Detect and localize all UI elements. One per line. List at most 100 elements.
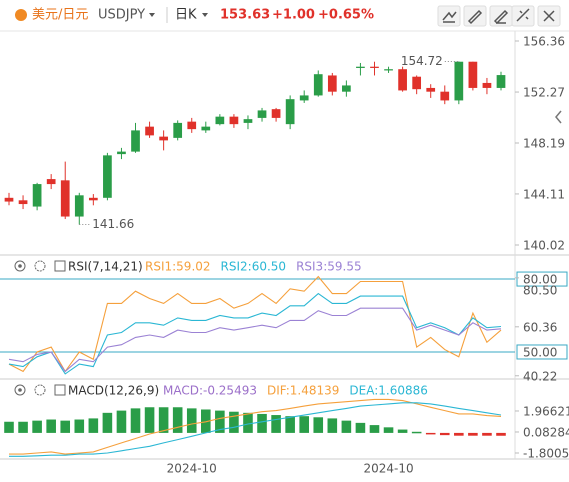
macd-bar xyxy=(116,410,127,433)
eye-icon[interactable] xyxy=(14,384,26,396)
instrument-name[interactable]: 美元/日元 xyxy=(32,8,88,23)
candle-body xyxy=(370,66,379,68)
indicator-line xyxy=(9,398,502,455)
macd-bar xyxy=(201,409,211,433)
candle-body xyxy=(4,197,14,202)
macd-bar xyxy=(411,431,422,434)
tool-button[interactable] xyxy=(437,5,461,27)
macd-legend: MACD(12,26,9) xyxy=(14,384,159,398)
candle-body xyxy=(426,87,436,92)
candle-body xyxy=(159,136,168,141)
indicator-icon xyxy=(54,384,66,396)
macd-bar xyxy=(496,432,506,436)
macd-bar xyxy=(74,419,85,433)
eye-icon[interactable] xyxy=(14,260,26,272)
y-tick-label: 40.22 xyxy=(523,369,557,383)
macd-bar xyxy=(229,411,239,433)
macd-bar xyxy=(439,432,450,436)
y-tick-label: 140.02 xyxy=(523,239,565,253)
macd-bar xyxy=(130,408,141,433)
period[interactable]: 日K xyxy=(175,8,197,23)
eye-icon[interactable] xyxy=(18,388,22,392)
y-tick-label: 156.36 xyxy=(523,34,565,48)
y-tick-label: 0.08284 xyxy=(523,425,569,439)
candle-body xyxy=(131,130,140,152)
macd-bar xyxy=(369,425,380,433)
macd-bar xyxy=(271,415,281,433)
candle-body xyxy=(440,91,450,101)
macd-bar xyxy=(355,422,366,433)
macd-bar xyxy=(482,432,492,436)
macd-bar xyxy=(257,413,267,433)
macd-bar xyxy=(172,407,183,433)
macd-bar xyxy=(46,419,56,433)
settings-icon[interactable] xyxy=(34,260,46,272)
candle-body xyxy=(74,195,84,217)
icon xyxy=(543,10,555,22)
reference-label-box xyxy=(516,271,568,287)
macd-bar xyxy=(215,410,225,433)
rsi-title: RSI(7,14,21) xyxy=(68,260,143,274)
legend-entry: DEA:1.60886 xyxy=(349,384,428,398)
macd-bar xyxy=(144,407,155,433)
candle-body xyxy=(243,119,253,123)
macd-bar xyxy=(88,418,99,433)
dropdown-arrow[interactable] xyxy=(149,13,155,17)
x-tick-label: 2024-10 xyxy=(167,462,217,476)
dropdown-arrow[interactable] xyxy=(202,13,208,17)
legend-entry: DIF:1.48139 xyxy=(267,384,339,398)
legend-entry: MACD:-0.25493 xyxy=(163,384,257,398)
icon xyxy=(442,11,457,23)
candle-body xyxy=(187,121,197,130)
reference-label: 80.00 xyxy=(523,273,557,287)
macd-bar xyxy=(186,408,197,433)
macd-bar xyxy=(468,432,478,436)
candle-body xyxy=(299,95,309,101)
macd-bar xyxy=(243,412,253,433)
candle-body xyxy=(215,116,225,125)
annotation: 154.72 xyxy=(401,54,443,68)
y-tick-label: 60.36 xyxy=(523,320,557,334)
macd-bar xyxy=(454,432,464,436)
candle-body xyxy=(60,180,70,217)
macd-bar xyxy=(313,417,324,433)
macd-bar xyxy=(60,420,71,433)
change: +1.00 xyxy=(272,8,315,23)
reference-label: 50.00 xyxy=(523,345,557,359)
price: 153.63 xyxy=(220,8,270,23)
candle-body xyxy=(32,184,42,207)
candle-body xyxy=(468,61,478,88)
macd-bar xyxy=(4,421,14,433)
candle-body xyxy=(46,179,56,185)
candle-body xyxy=(201,126,211,131)
eye-icon[interactable] xyxy=(18,264,22,268)
candle-body xyxy=(313,74,323,96)
icon xyxy=(493,9,509,25)
candle-body xyxy=(18,200,28,205)
macd-bar xyxy=(18,421,28,433)
candle-body xyxy=(285,99,295,125)
symbol[interactable]: USDJPY xyxy=(98,8,145,23)
candle-body xyxy=(356,66,365,68)
candle-body xyxy=(117,151,126,155)
macd-bar xyxy=(383,427,394,433)
collapse-icon[interactable] xyxy=(555,110,562,124)
candle-body xyxy=(271,109,281,118)
candle-body xyxy=(398,69,407,91)
candle-body xyxy=(496,75,506,88)
macd-title: MACD(12,26,9) xyxy=(68,384,159,398)
candle-body xyxy=(145,126,154,136)
legend-entry: RSI1:59.02 xyxy=(145,260,211,274)
icon xyxy=(516,8,530,22)
flag-icon xyxy=(15,9,27,21)
candle-body xyxy=(88,197,98,201)
candle-body xyxy=(342,85,351,92)
settings-icon[interactable] xyxy=(34,384,46,396)
candle-body xyxy=(173,122,183,138)
candle-body xyxy=(454,61,464,101)
macd-bar xyxy=(158,407,169,433)
legend-entry: RSI3:59.55 xyxy=(296,260,362,274)
macd-bar xyxy=(299,416,309,433)
